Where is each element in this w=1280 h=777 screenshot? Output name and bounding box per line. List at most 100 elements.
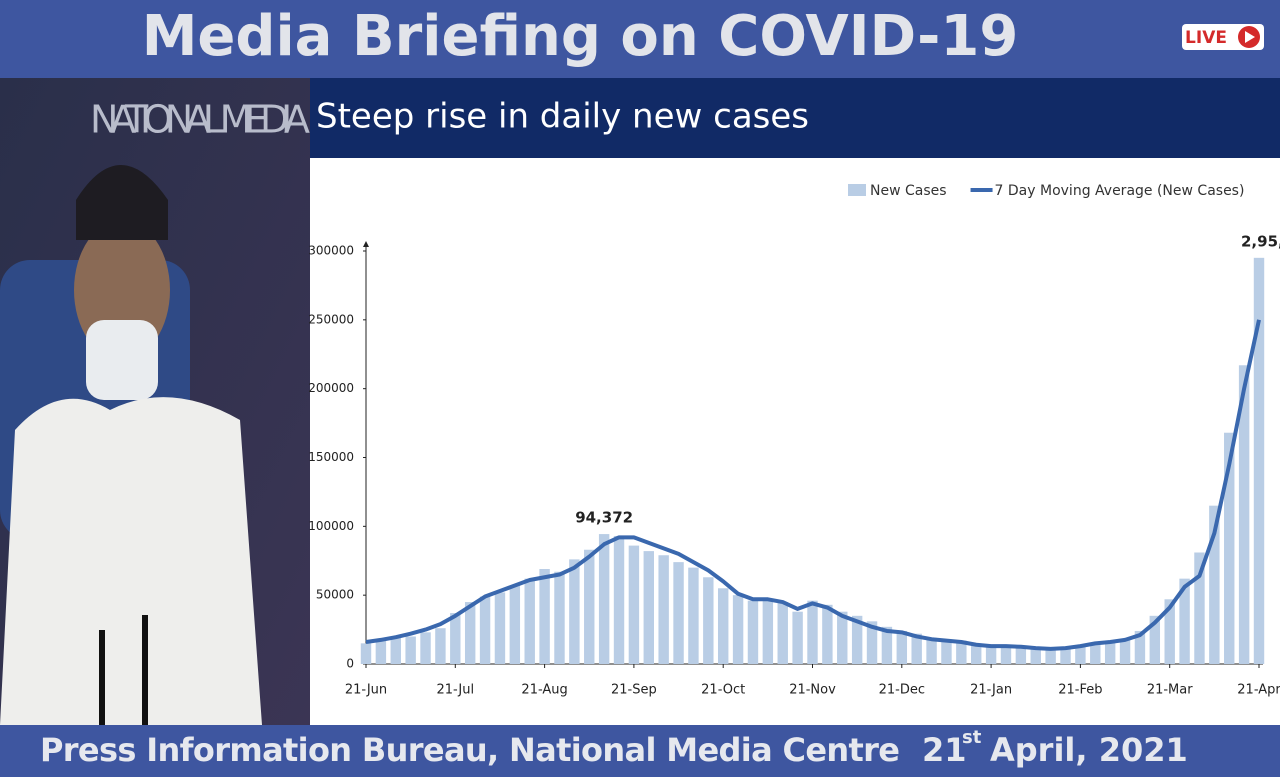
- bar: [971, 643, 982, 664]
- bar: [1253, 257, 1265, 664]
- bar: [1194, 552, 1205, 664]
- bar: [658, 555, 669, 664]
- x-tick-label: 21-Jun: [345, 683, 387, 698]
- speaker-hair: [76, 165, 168, 240]
- bar: [390, 637, 401, 664]
- slide-heading: Steep rise in daily new cases: [316, 97, 809, 137]
- bar: [420, 632, 431, 664]
- bar: [956, 640, 967, 664]
- bar: [1090, 643, 1101, 664]
- bar: [524, 578, 535, 664]
- bar: [673, 562, 684, 664]
- bar: [822, 604, 833, 664]
- data-label: 94,372: [575, 509, 633, 527]
- speaker-shirt: [0, 397, 262, 725]
- y-tick-label: 150000: [308, 450, 354, 464]
- bar: [777, 602, 788, 664]
- y-tick-label: 250000: [308, 312, 354, 326]
- bar: [926, 637, 937, 664]
- footer-date: April, 2021: [990, 731, 1188, 769]
- y-tick-label: 100000: [308, 519, 354, 533]
- bar: [866, 621, 878, 664]
- bar: [1075, 646, 1086, 664]
- bar: [1119, 639, 1131, 664]
- bar: [584, 549, 595, 664]
- bar: [837, 611, 848, 664]
- bar: [509, 585, 521, 664]
- bar: [1134, 630, 1146, 664]
- x-tick-label: 21-Sep: [611, 683, 657, 698]
- bar: [1209, 505, 1220, 664]
- bar: [985, 646, 997, 664]
- bar: [628, 545, 640, 664]
- header-title: Media Briefing on COVID-19: [142, 4, 1019, 69]
- x-tick-label: 21-Mar: [1147, 683, 1193, 698]
- bar: [747, 600, 759, 664]
- bar: [941, 639, 952, 664]
- bar: [569, 559, 580, 664]
- bar: [1179, 578, 1190, 664]
- bar: [1045, 648, 1056, 664]
- bar: [539, 569, 550, 664]
- bar: [450, 613, 461, 664]
- x-tick-label: 21-Dec: [879, 683, 925, 698]
- bar: [494, 592, 506, 664]
- x-tick-label: 21-Aug: [521, 683, 567, 698]
- y-tick-label: 50000: [316, 588, 354, 602]
- bar: [1030, 647, 1041, 664]
- bar: [792, 611, 803, 664]
- bar: [732, 595, 744, 664]
- bar: [1224, 432, 1235, 664]
- bar: [464, 602, 476, 664]
- bar: [435, 628, 446, 664]
- bar: [688, 567, 699, 664]
- bar: [1015, 646, 1027, 664]
- footer-bar: [0, 725, 1280, 777]
- legend-label: 7 Day Moving Average (New Cases): [995, 183, 1245, 199]
- slide-heading-bar: [310, 78, 1280, 158]
- bar: [479, 596, 491, 664]
- bar: [1149, 615, 1161, 664]
- x-tick-label: 21-Apr: [1237, 683, 1280, 698]
- x-tick-label: 21-Nov: [789, 683, 836, 698]
- play-icon: [1245, 31, 1255, 43]
- bar: [911, 633, 922, 664]
- bar: [405, 636, 416, 664]
- y-tick-label: 0: [346, 657, 354, 671]
- header-bar: [0, 0, 1280, 78]
- data-label: 2,95,041: [1241, 232, 1280, 250]
- bar: [881, 626, 893, 664]
- bar: [643, 551, 654, 664]
- x-tick-label: 21-Oct: [701, 683, 745, 698]
- legend-swatch: [848, 184, 866, 196]
- bar: [1000, 644, 1012, 664]
- legend-label: New Cases: [870, 183, 947, 199]
- x-tick-label: 21-Feb: [1058, 683, 1102, 698]
- footer-day: 21: [922, 731, 967, 769]
- footer-suffix: st: [962, 727, 982, 748]
- bar: [807, 600, 818, 664]
- bar: [717, 588, 729, 664]
- footer-text: Press Information Bureau, National Media…: [40, 731, 900, 769]
- bar: [554, 571, 565, 664]
- moving-average-line: [365, 319, 1261, 651]
- mask: [86, 320, 158, 400]
- backdrop-text: NATIONAL MEDIA: [90, 98, 310, 142]
- bar: [360, 643, 372, 664]
- live-text: LIVE: [1185, 28, 1227, 48]
- x-tick-label: 21-Jan: [970, 683, 1012, 698]
- bar: [1164, 599, 1175, 664]
- bar: [1060, 648, 1071, 664]
- y-axis-arrow: [363, 241, 369, 247]
- bar: [703, 577, 714, 664]
- bar: [762, 600, 774, 664]
- bar: [851, 615, 863, 664]
- bar: [1238, 365, 1250, 664]
- plot: 0 50000 100000 150000 200000 250000 300000 21-J…: [308, 183, 1280, 698]
- bar: [1104, 641, 1116, 664]
- bar: [375, 640, 387, 664]
- y-tick-label: 200000: [308, 381, 354, 395]
- x-tick-label: 21-Jul: [436, 683, 474, 698]
